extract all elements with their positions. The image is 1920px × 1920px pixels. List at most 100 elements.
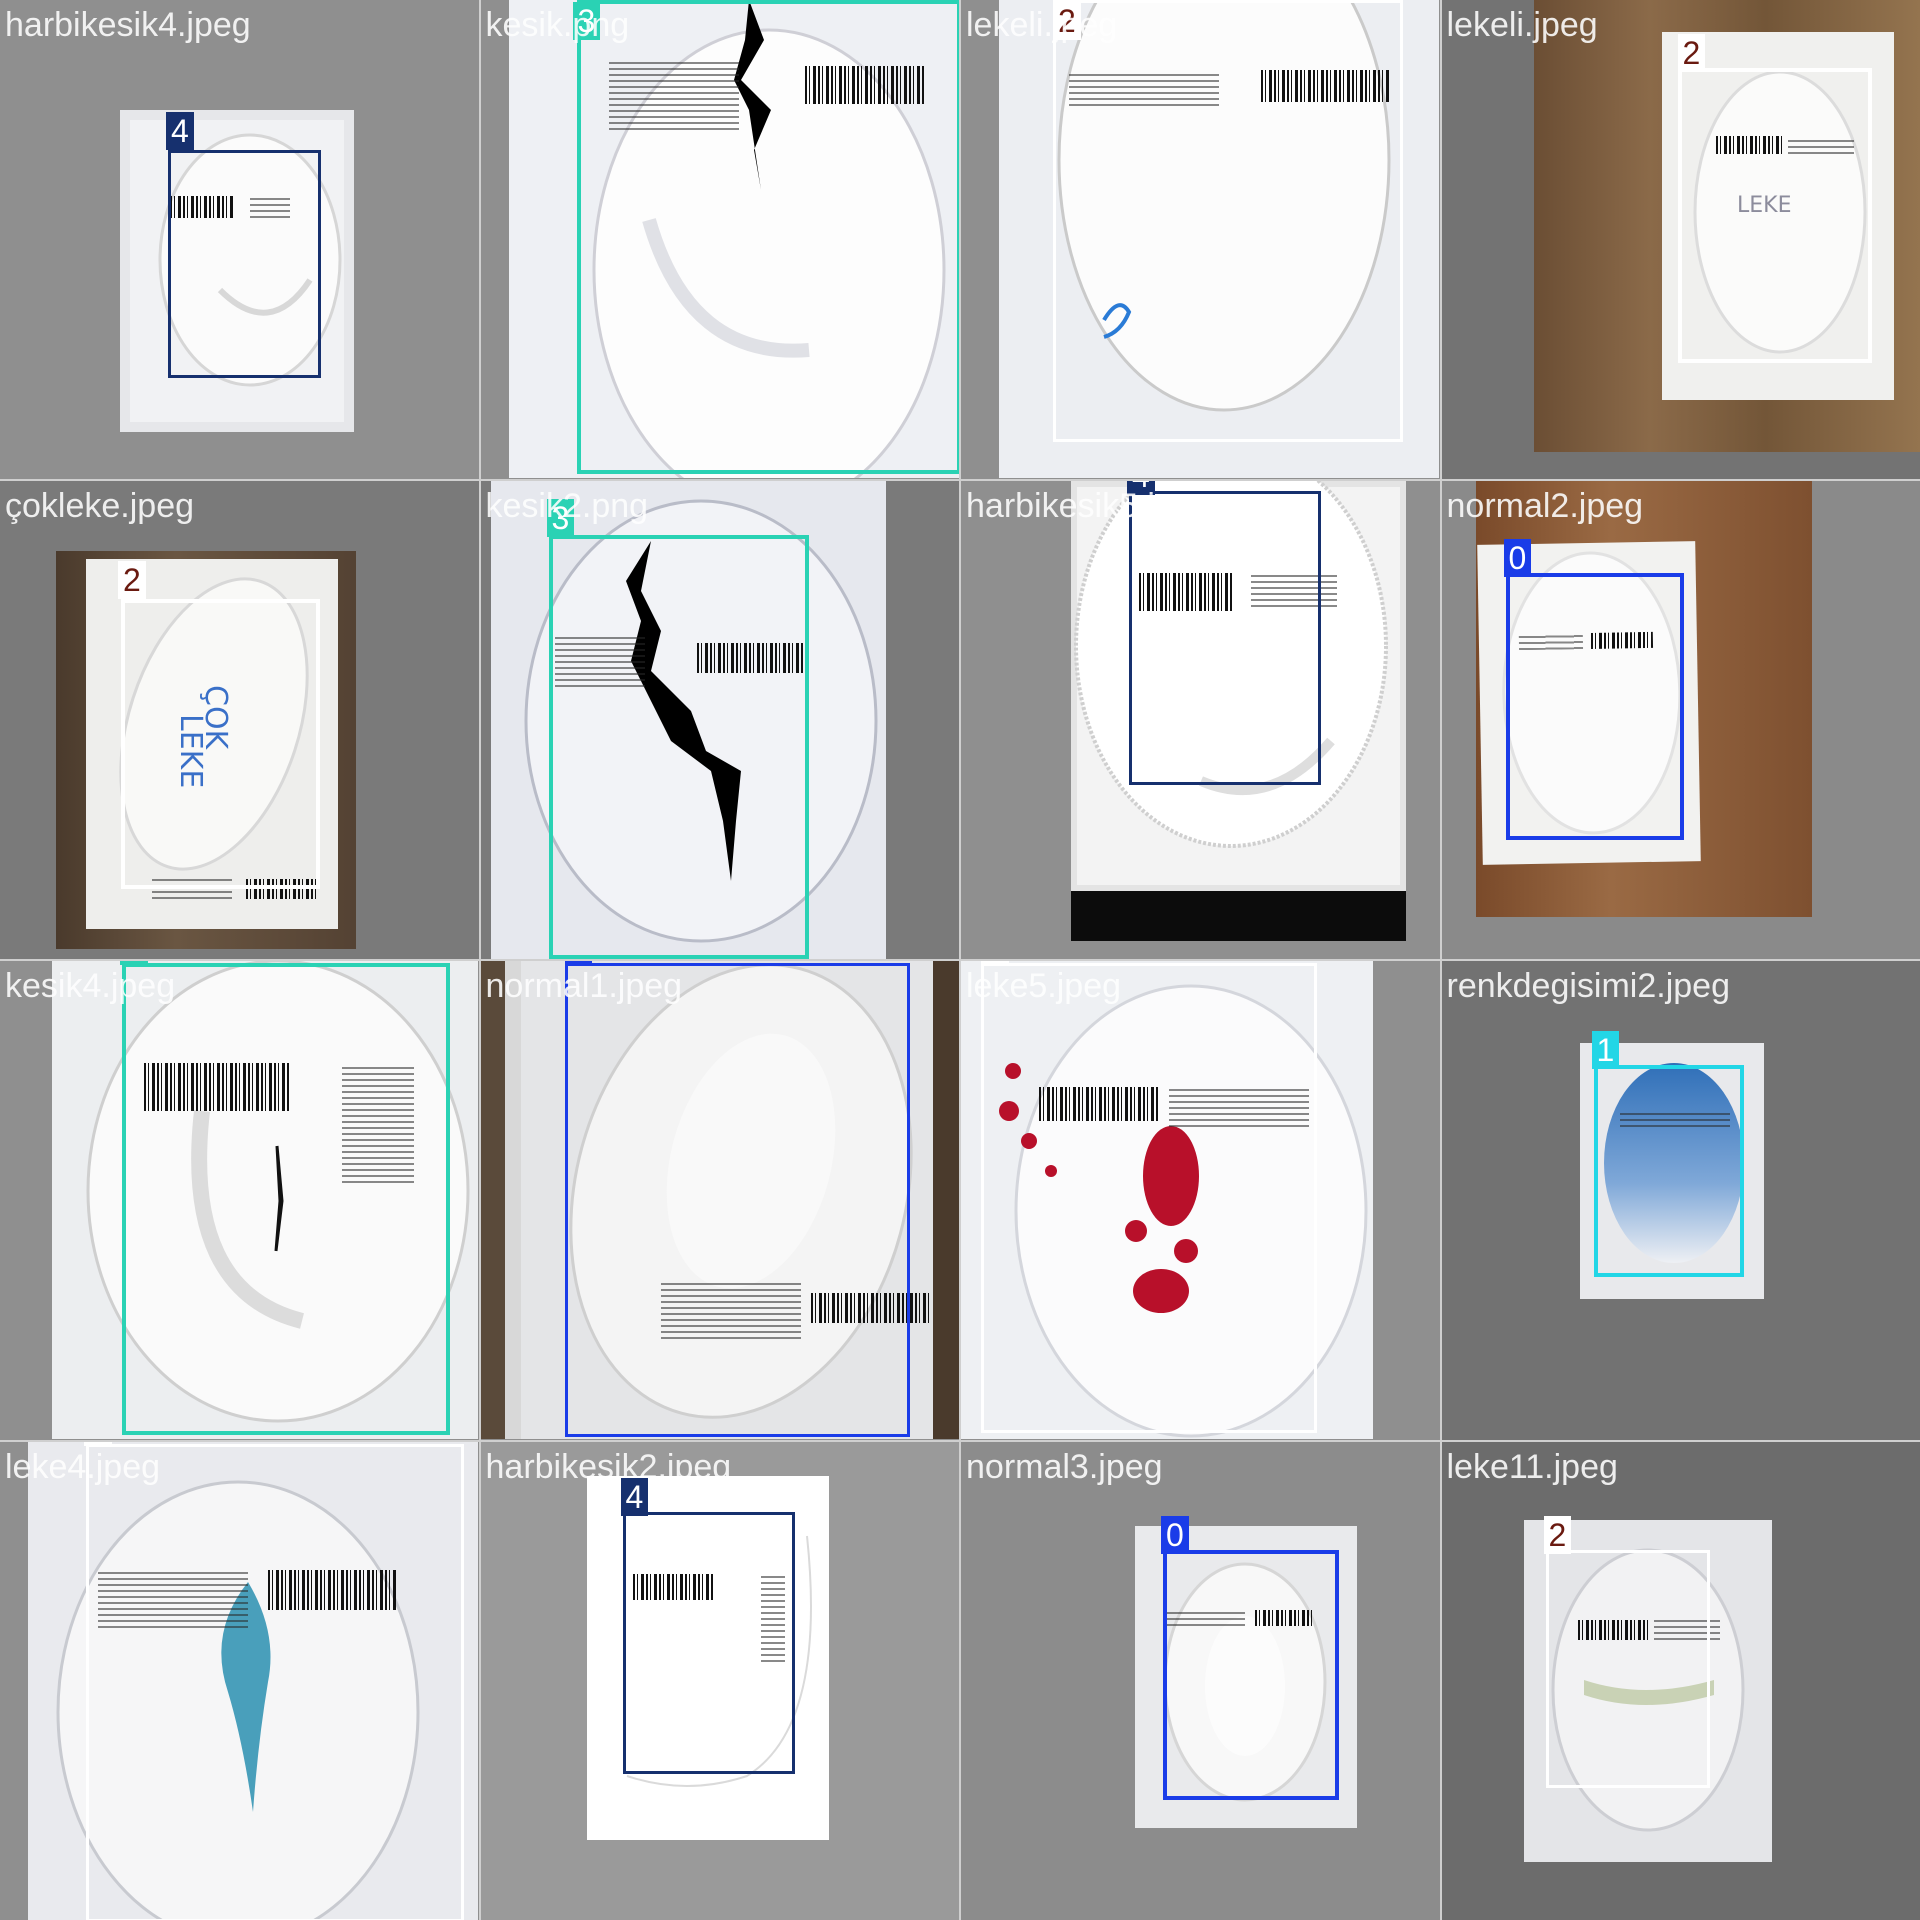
dressing-photo: LEKE — [1661, 32, 1894, 400]
class-badge: 4 — [166, 112, 194, 150]
tile-harbikesik2: 4 harbikesik2.jpeg — [480, 1441, 959, 1920]
dressing-photo — [1071, 480, 1406, 891]
tile-filename: normal2.jpeg — [1446, 486, 1644, 525]
bounding-box — [622, 1511, 795, 1774]
bounding-box — [564, 963, 910, 1437]
class-badge: 1 — [1591, 1031, 1620, 1069]
dressing-photo — [120, 110, 354, 432]
tile-filename: normal1.jpeg — [485, 967, 683, 1005]
tile-harbikesik5: 4 harbikesik5.jpeg — [961, 480, 1440, 959]
barcode — [804, 66, 925, 104]
label-text — [250, 196, 290, 218]
tile-filename: harbikesik5.jpeg — [966, 486, 1212, 525]
class-badge: 3 — [120, 961, 148, 965]
dressing-photo — [490, 480, 886, 959]
label-text — [1069, 70, 1219, 106]
barcode — [1039, 1087, 1159, 1121]
label-text — [98, 1567, 248, 1628]
label-text — [660, 1279, 801, 1339]
svg-text:LEKE: LEKE — [1737, 193, 1791, 218]
tile-filename: leke5.jpeg — [966, 967, 1122, 1005]
label-text — [1169, 1087, 1309, 1127]
class-badge: 2 — [84, 1441, 112, 1446]
dressing-pad — [592, 0, 945, 478]
class-badge: 4 — [620, 1477, 649, 1516]
barcode — [268, 1569, 398, 1610]
class-badge: 2 — [1543, 1515, 1572, 1554]
tile-filename: kesik2.png — [485, 486, 649, 525]
class-badge: 2 — [118, 560, 146, 599]
dressing-photo — [520, 961, 933, 1439]
class-badge: 2 — [1053, 2, 1081, 40]
label-text — [1251, 570, 1337, 607]
tile-filename: leke11.jpeg — [1446, 1447, 1618, 1486]
bounding-box — [1545, 1549, 1710, 1788]
barcode — [1261, 70, 1391, 102]
tile-renkdegisimi2: 1 renkdegisimi2.jpeg — [1441, 961, 1920, 1440]
label-text — [342, 1063, 414, 1183]
tile-filename: lekeli.jpeg — [966, 6, 1118, 44]
label-text — [760, 1571, 785, 1662]
black-strip — [1071, 890, 1406, 941]
dressing-photo: ÇOK LEKE — [86, 558, 338, 929]
bounding-box — [576, 0, 959, 474]
class-badge: 3 — [546, 498, 575, 537]
barcode — [696, 642, 805, 673]
label-text — [1619, 1113, 1730, 1127]
bounding-box — [121, 598, 320, 889]
bounding-box — [1053, 0, 1403, 442]
bounding-box — [168, 150, 321, 378]
dressing-photo — [28, 1441, 478, 1920]
barcode — [144, 1063, 290, 1111]
label-text — [608, 60, 739, 130]
dressing-photo — [1579, 1043, 1764, 1299]
class-badge: 0 — [1503, 538, 1532, 577]
dressing-pad — [626, 1535, 812, 1787]
class-badge: 0 — [1161, 1515, 1189, 1554]
tile-kesik2: 3 kesik2.png — [480, 480, 959, 959]
dressing-pad — [1501, 550, 1681, 834]
tile-filename: lekeli.jpeg — [1446, 6, 1598, 44]
tile-normal3: 0 normal3.jpeg — [961, 1441, 1440, 1920]
class-badge: 0 — [564, 961, 593, 965]
tile-normal1: 0 normal1.jpeg — [480, 961, 959, 1440]
tile-kesik: 3 kesik.png — [480, 0, 959, 479]
barcode — [1255, 1609, 1315, 1626]
barcode — [1577, 1619, 1648, 1640]
class-badge: 4 — [1127, 480, 1155, 495]
tile-filename: normal3.jpeg — [966, 1447, 1163, 1486]
tile-filename: kesik.png — [485, 6, 630, 44]
class-badge: 2 — [1677, 34, 1706, 72]
dressing-photo — [1135, 1525, 1357, 1828]
bounding-box — [1505, 572, 1684, 840]
dressing-photo — [999, 0, 1439, 478]
barcode — [632, 1573, 713, 1600]
class-badge: 3 — [572, 2, 601, 40]
dressing-photo — [586, 1475, 829, 1840]
barcode — [1139, 572, 1233, 611]
bounding-box — [981, 963, 1317, 1433]
barcode — [246, 878, 316, 899]
bounding-box — [122, 963, 450, 1435]
label-text — [152, 878, 232, 899]
dressing-photo — [961, 961, 1373, 1439]
tile-filename: kesik4.jpeg — [5, 967, 176, 1005]
tile-leke11: 2 leke11.jpeg — [1441, 1441, 1920, 1920]
label-text — [1787, 136, 1854, 154]
tile-filename: çokleke.jpeg — [5, 486, 195, 525]
tile-lekeli: 2 lekeli.jpeg — [961, 0, 1440, 479]
tile-kesik4: 3 kesik4.jpeg — [0, 961, 479, 1440]
bounding-box — [1593, 1065, 1744, 1277]
tile-filename: leke4.jpeg — [5, 1447, 161, 1486]
tile-leke5: 2 leke5.jpeg — [961, 961, 1440, 1440]
svg-text:ÇOK: ÇOK — [198, 685, 233, 751]
bounding-box — [548, 534, 809, 959]
tile-leke4: 2 leke4.jpeg — [0, 1441, 479, 1920]
dressing-photo — [1476, 540, 1701, 865]
bounding-box — [1677, 68, 1872, 363]
tile-lekeli-wood: LEKE 2 lekeli.jpeg — [1441, 0, 1920, 479]
dressing-pad — [524, 499, 877, 942]
barcode — [1715, 136, 1782, 154]
tile-cokleke: ÇOK LEKE 2 çokleke.jpeg — [0, 480, 479, 959]
